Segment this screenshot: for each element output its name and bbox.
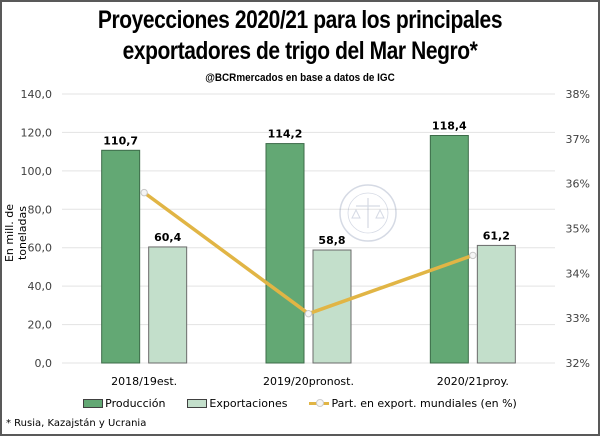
y-tick-label: 120,0	[21, 126, 53, 139]
footnote: * Rusia, Kazajstán y Ucrania	[6, 418, 147, 429]
data-label-exportaciones: 60,4	[154, 231, 181, 244]
x-tick-label: 2019/20pronost.	[263, 375, 354, 388]
y-tick-label: 100,0	[21, 165, 53, 178]
legend-swatch-exportaciones	[187, 399, 208, 408]
y2-tick-label: 35%	[566, 223, 590, 236]
y-tick-label: 60,0	[28, 242, 53, 255]
y2-tick-label: 34%	[566, 267, 590, 280]
y-tick-label: 80,0	[28, 203, 53, 216]
chart-subtitle: @BCRmercados en base a datos de IGC	[205, 72, 395, 84]
y2-tick-label: 32%	[566, 357, 590, 370]
bar-exportaciones	[148, 246, 188, 364]
bar-produccion	[101, 149, 141, 364]
chart-title-line-2: exportadores de trigo del Mar Negro*	[122, 37, 478, 65]
x-tick-label: 2020/21proy.	[437, 375, 509, 388]
legend-label-participacion: Part. en export. mundiales (en %)	[331, 397, 517, 410]
y-tick-label: 40,0	[28, 280, 53, 293]
data-label-produccion: 118,4	[432, 120, 467, 133]
chart-title-line-1: Proyecciones 2020/21 para los principale…	[97, 6, 503, 34]
legend-label-produccion: Producción	[105, 397, 166, 410]
legend-label-exportaciones: Exportaciones	[209, 397, 288, 410]
legend-item-participacion: Part. en export. mundiales (en %)	[309, 397, 517, 410]
y2-tick-label: 38%	[566, 88, 590, 101]
data-label-produccion: 110,7	[103, 134, 138, 147]
y2-tick-label: 36%	[566, 178, 590, 191]
legend: Producción Exportaciones Part. en export…	[0, 397, 600, 410]
bar-produccion	[429, 135, 469, 364]
data-label-exportaciones: 61,2	[483, 229, 510, 242]
line-participacion	[143, 191, 474, 316]
watermark-seal	[339, 184, 397, 242]
line-point-participacion	[140, 188, 148, 197]
y-tick-label: 0,0	[35, 357, 53, 370]
data-label-produccion: 114,2	[268, 128, 303, 141]
line-point-participacion	[469, 251, 477, 260]
bar-produccion	[265, 143, 305, 364]
legend-item-produccion: Producción	[83, 397, 165, 410]
legend-item-exportaciones: Exportaciones	[187, 397, 287, 410]
legend-swatch-participacion	[309, 398, 330, 407]
line-point-participacion	[304, 309, 313, 318]
y2-tick-label: 33%	[566, 312, 590, 325]
legend-swatch-produccion	[83, 399, 104, 408]
data-label-exportaciones: 58,8	[318, 234, 345, 247]
y-tick-label: 140,0	[21, 88, 53, 101]
bar-exportaciones	[476, 244, 516, 364]
y-tick-label: 20,0	[28, 319, 53, 332]
y2-tick-label: 37%	[566, 133, 590, 146]
x-tick-label: 2018/19est.	[111, 375, 177, 388]
